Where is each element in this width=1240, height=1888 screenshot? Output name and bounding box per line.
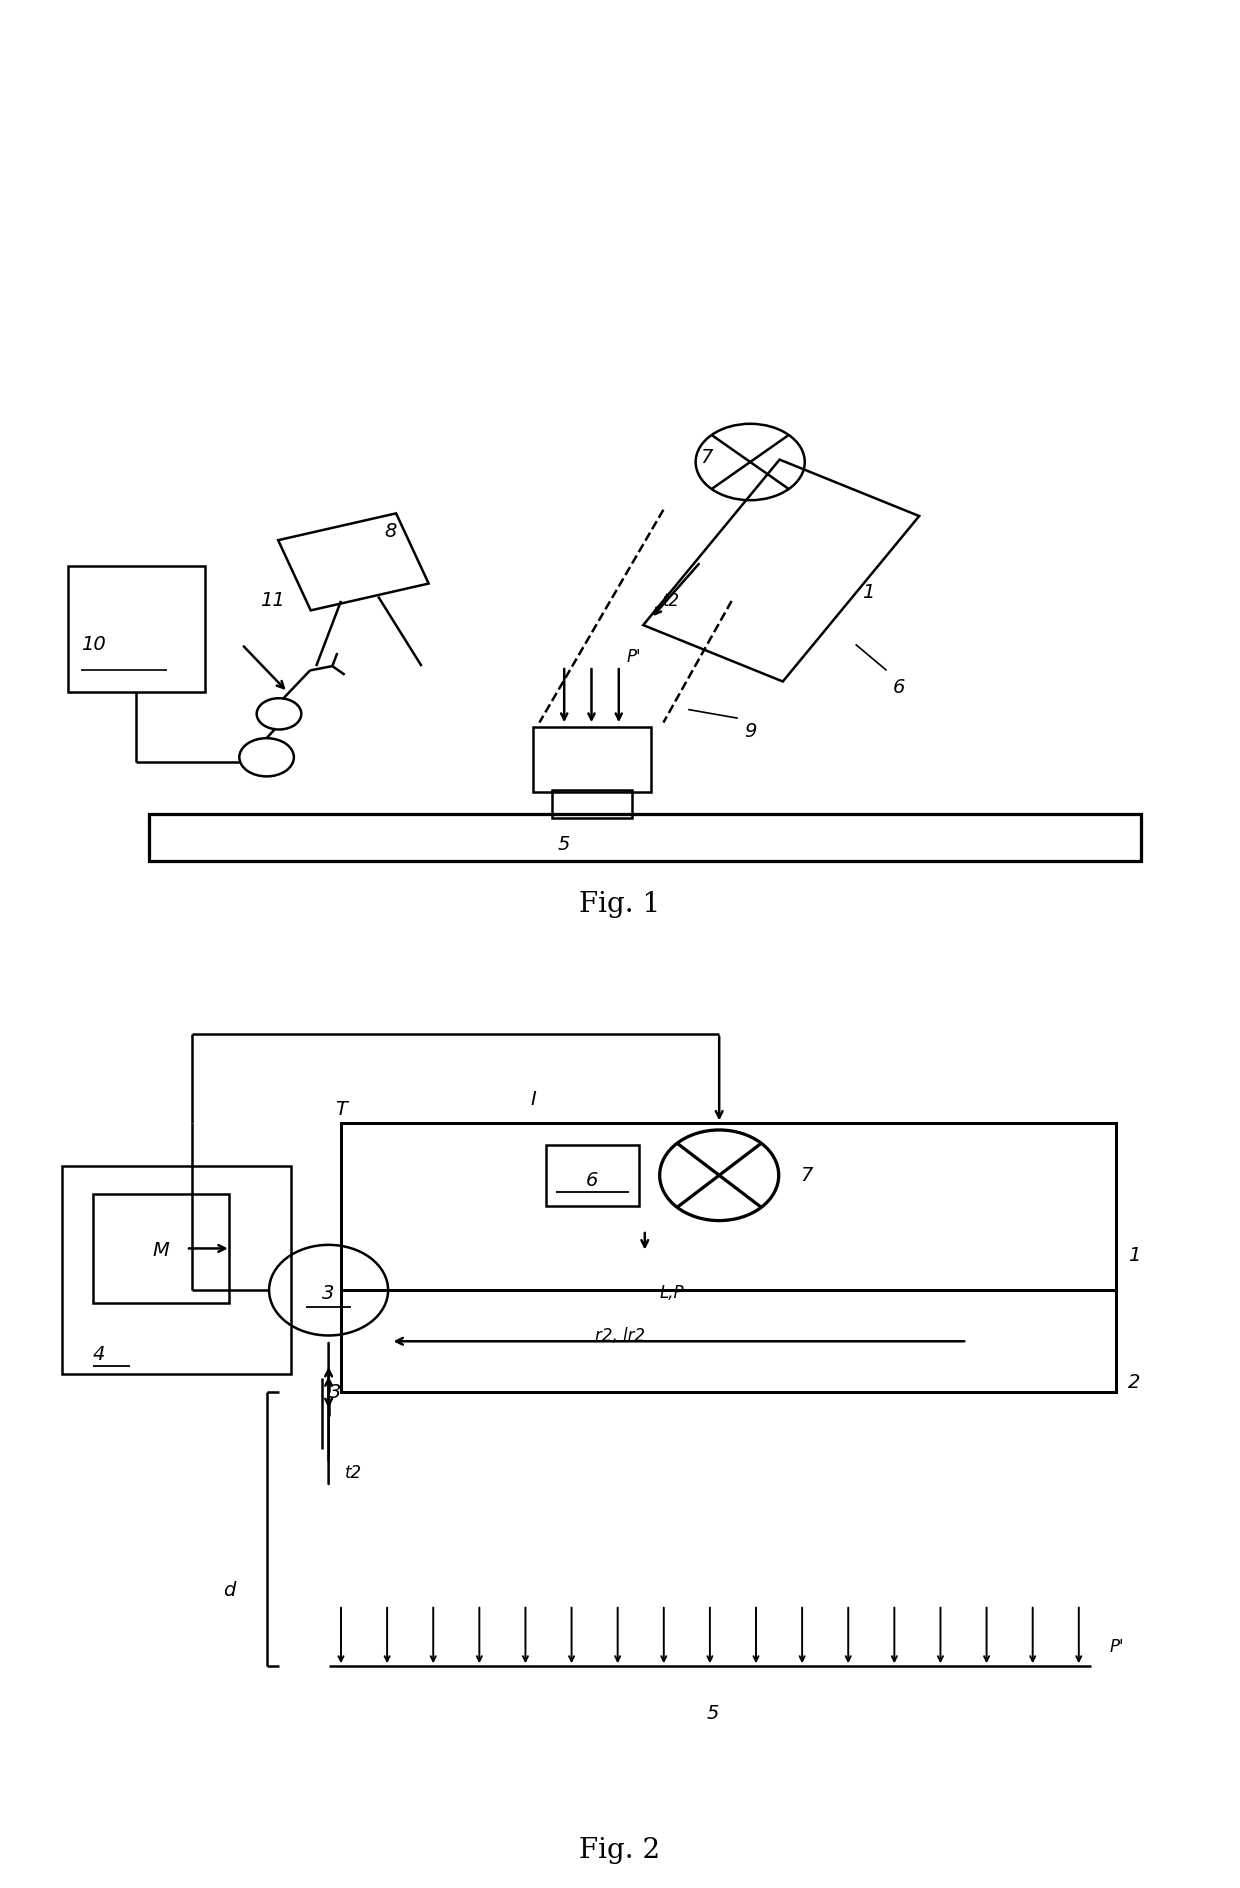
Text: d: d	[223, 1580, 236, 1601]
Bar	[552, 791, 632, 818]
Text: 2: 2	[1128, 1373, 1141, 1393]
Text: Fig. 1: Fig. 1	[579, 891, 661, 918]
Text: 3: 3	[322, 1284, 335, 1303]
Text: I: I	[531, 1089, 536, 1110]
Text: 5: 5	[707, 1703, 719, 1724]
Text: 3: 3	[329, 1382, 341, 1403]
Bar	[546, 1144, 639, 1206]
Text: Fig. 2: Fig. 2	[579, 1837, 661, 1863]
Bar	[149, 814, 1141, 861]
Bar	[93, 1195, 229, 1303]
Text: 10: 10	[81, 634, 105, 653]
Text: P': P'	[626, 648, 641, 666]
Text: 9: 9	[744, 721, 756, 740]
Text: T: T	[335, 1099, 347, 1118]
Text: t2: t2	[345, 1463, 362, 1482]
Text: 6: 6	[893, 678, 905, 697]
Text: 1: 1	[1128, 1246, 1141, 1265]
Text: r2, lr2: r2, lr2	[595, 1327, 645, 1344]
Text: M: M	[153, 1240, 170, 1261]
Text: 5: 5	[558, 834, 570, 853]
Text: L,P: L,P	[660, 1284, 684, 1303]
Text: 8: 8	[384, 521, 397, 542]
Text: 11: 11	[260, 591, 285, 610]
Bar	[341, 1123, 1116, 1393]
Text: P': P'	[1110, 1639, 1125, 1656]
Text: 1: 1	[862, 583, 874, 602]
Bar	[68, 566, 205, 693]
Bar	[533, 727, 651, 793]
Text: 4: 4	[93, 1344, 105, 1365]
Bar	[62, 1165, 291, 1374]
Text: t2: t2	[663, 593, 681, 610]
Text: 6: 6	[587, 1171, 598, 1189]
Text: 7: 7	[800, 1165, 812, 1186]
Text: 7: 7	[701, 447, 713, 466]
